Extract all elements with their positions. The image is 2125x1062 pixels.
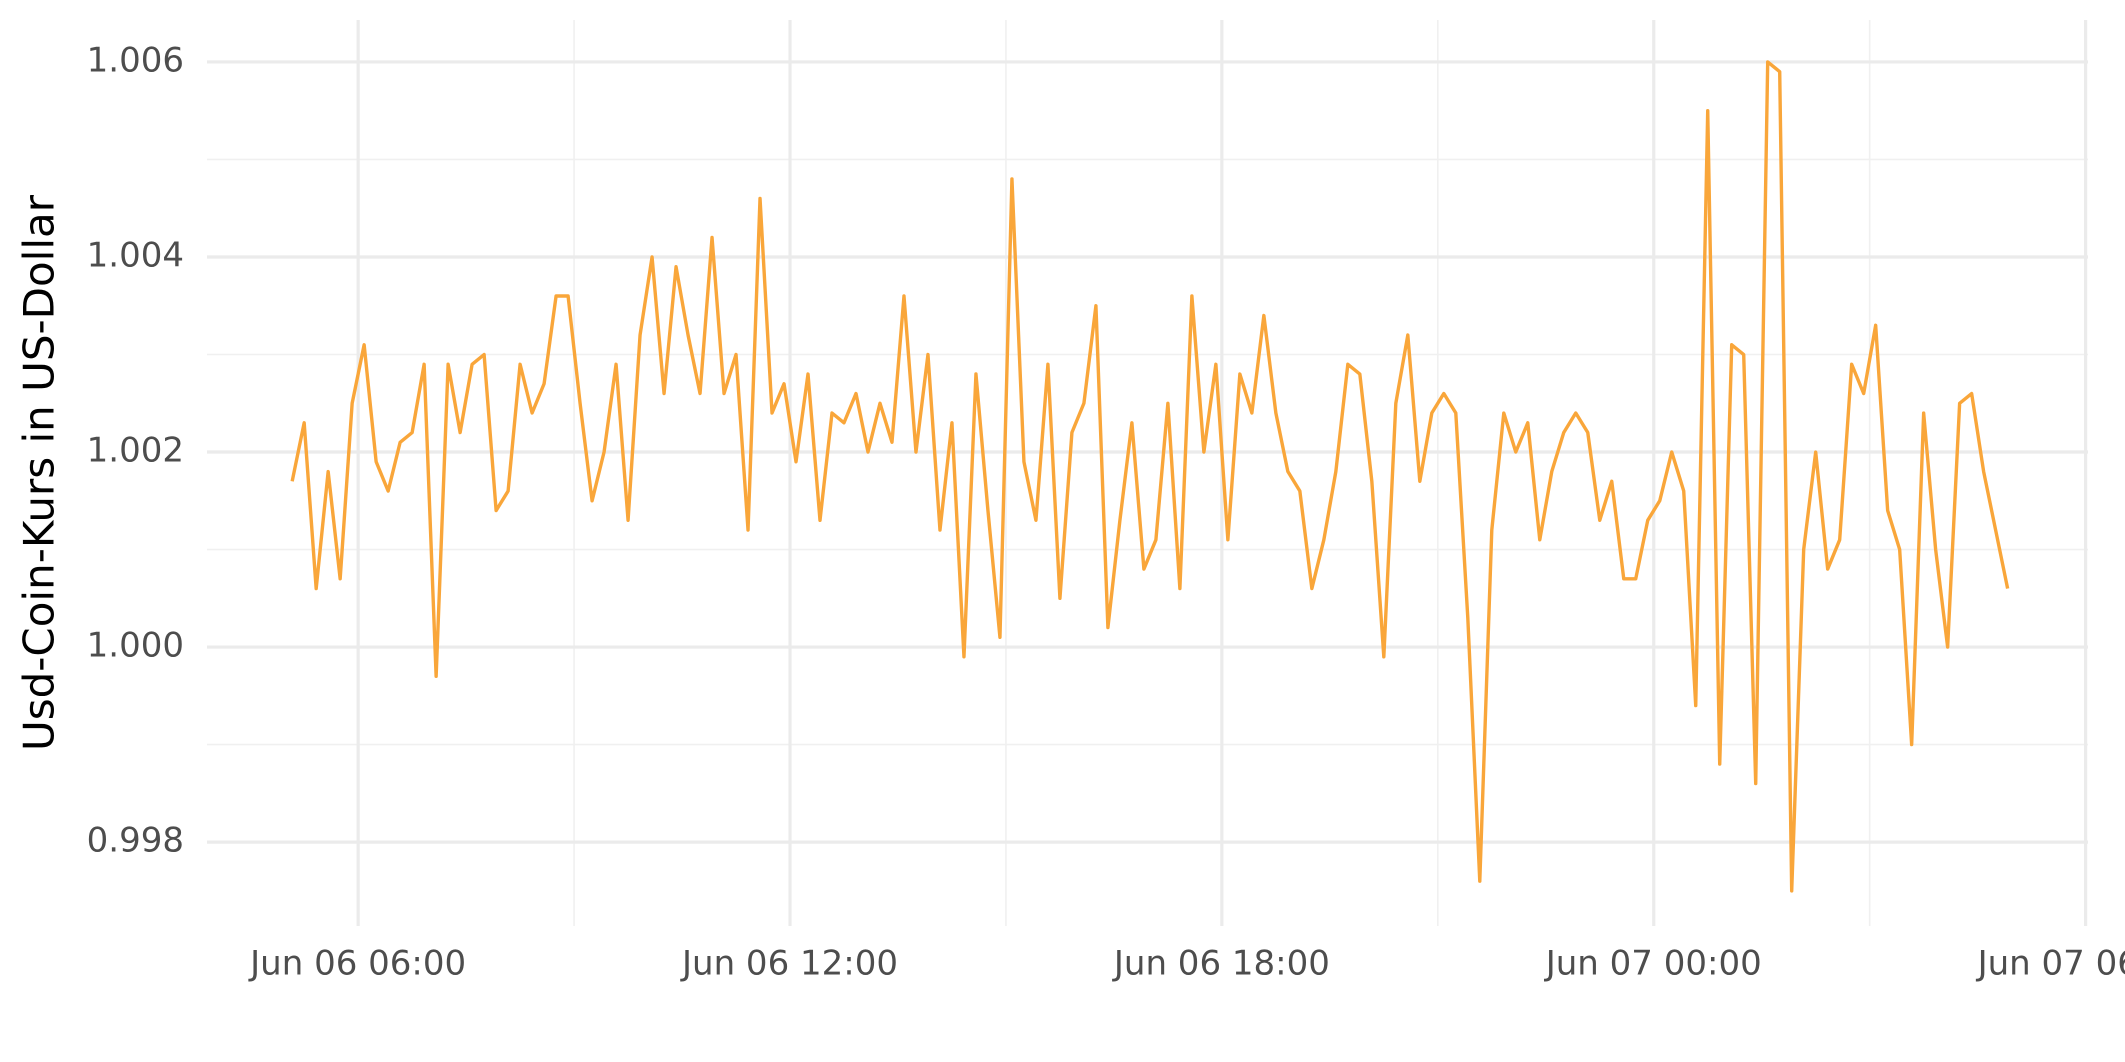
labels: 0.998 1.000 1.002 1.004 1.006 Jun 06 06:00 Jun…	[87, 40, 2125, 983]
x-tick-label: Jun 06 06:00	[248, 944, 466, 984]
x-tick-label: Jun 07 06:00	[1976, 944, 2125, 984]
grid	[207, 20, 2088, 926]
x-tick-label: Jun 06 12:00	[680, 944, 898, 984]
x-tick-label: Jun 06 18:00	[1112, 944, 1330, 984]
y-tick-label: 0.998	[87, 821, 184, 861]
marks	[290, 60, 2010, 893]
y-tick-label: 1.004	[87, 235, 184, 275]
line	[290, 60, 2010, 893]
y-tick-label: 1.002	[87, 431, 184, 471]
x-tick-label: Jun 07 00:00	[1544, 944, 1762, 984]
y-axis-title: Usd-Coin-Kurs in US-Dollar	[15, 194, 64, 751]
y-tick-label: 1.000	[87, 626, 184, 666]
y-tick-label: 1.006	[87, 40, 184, 80]
